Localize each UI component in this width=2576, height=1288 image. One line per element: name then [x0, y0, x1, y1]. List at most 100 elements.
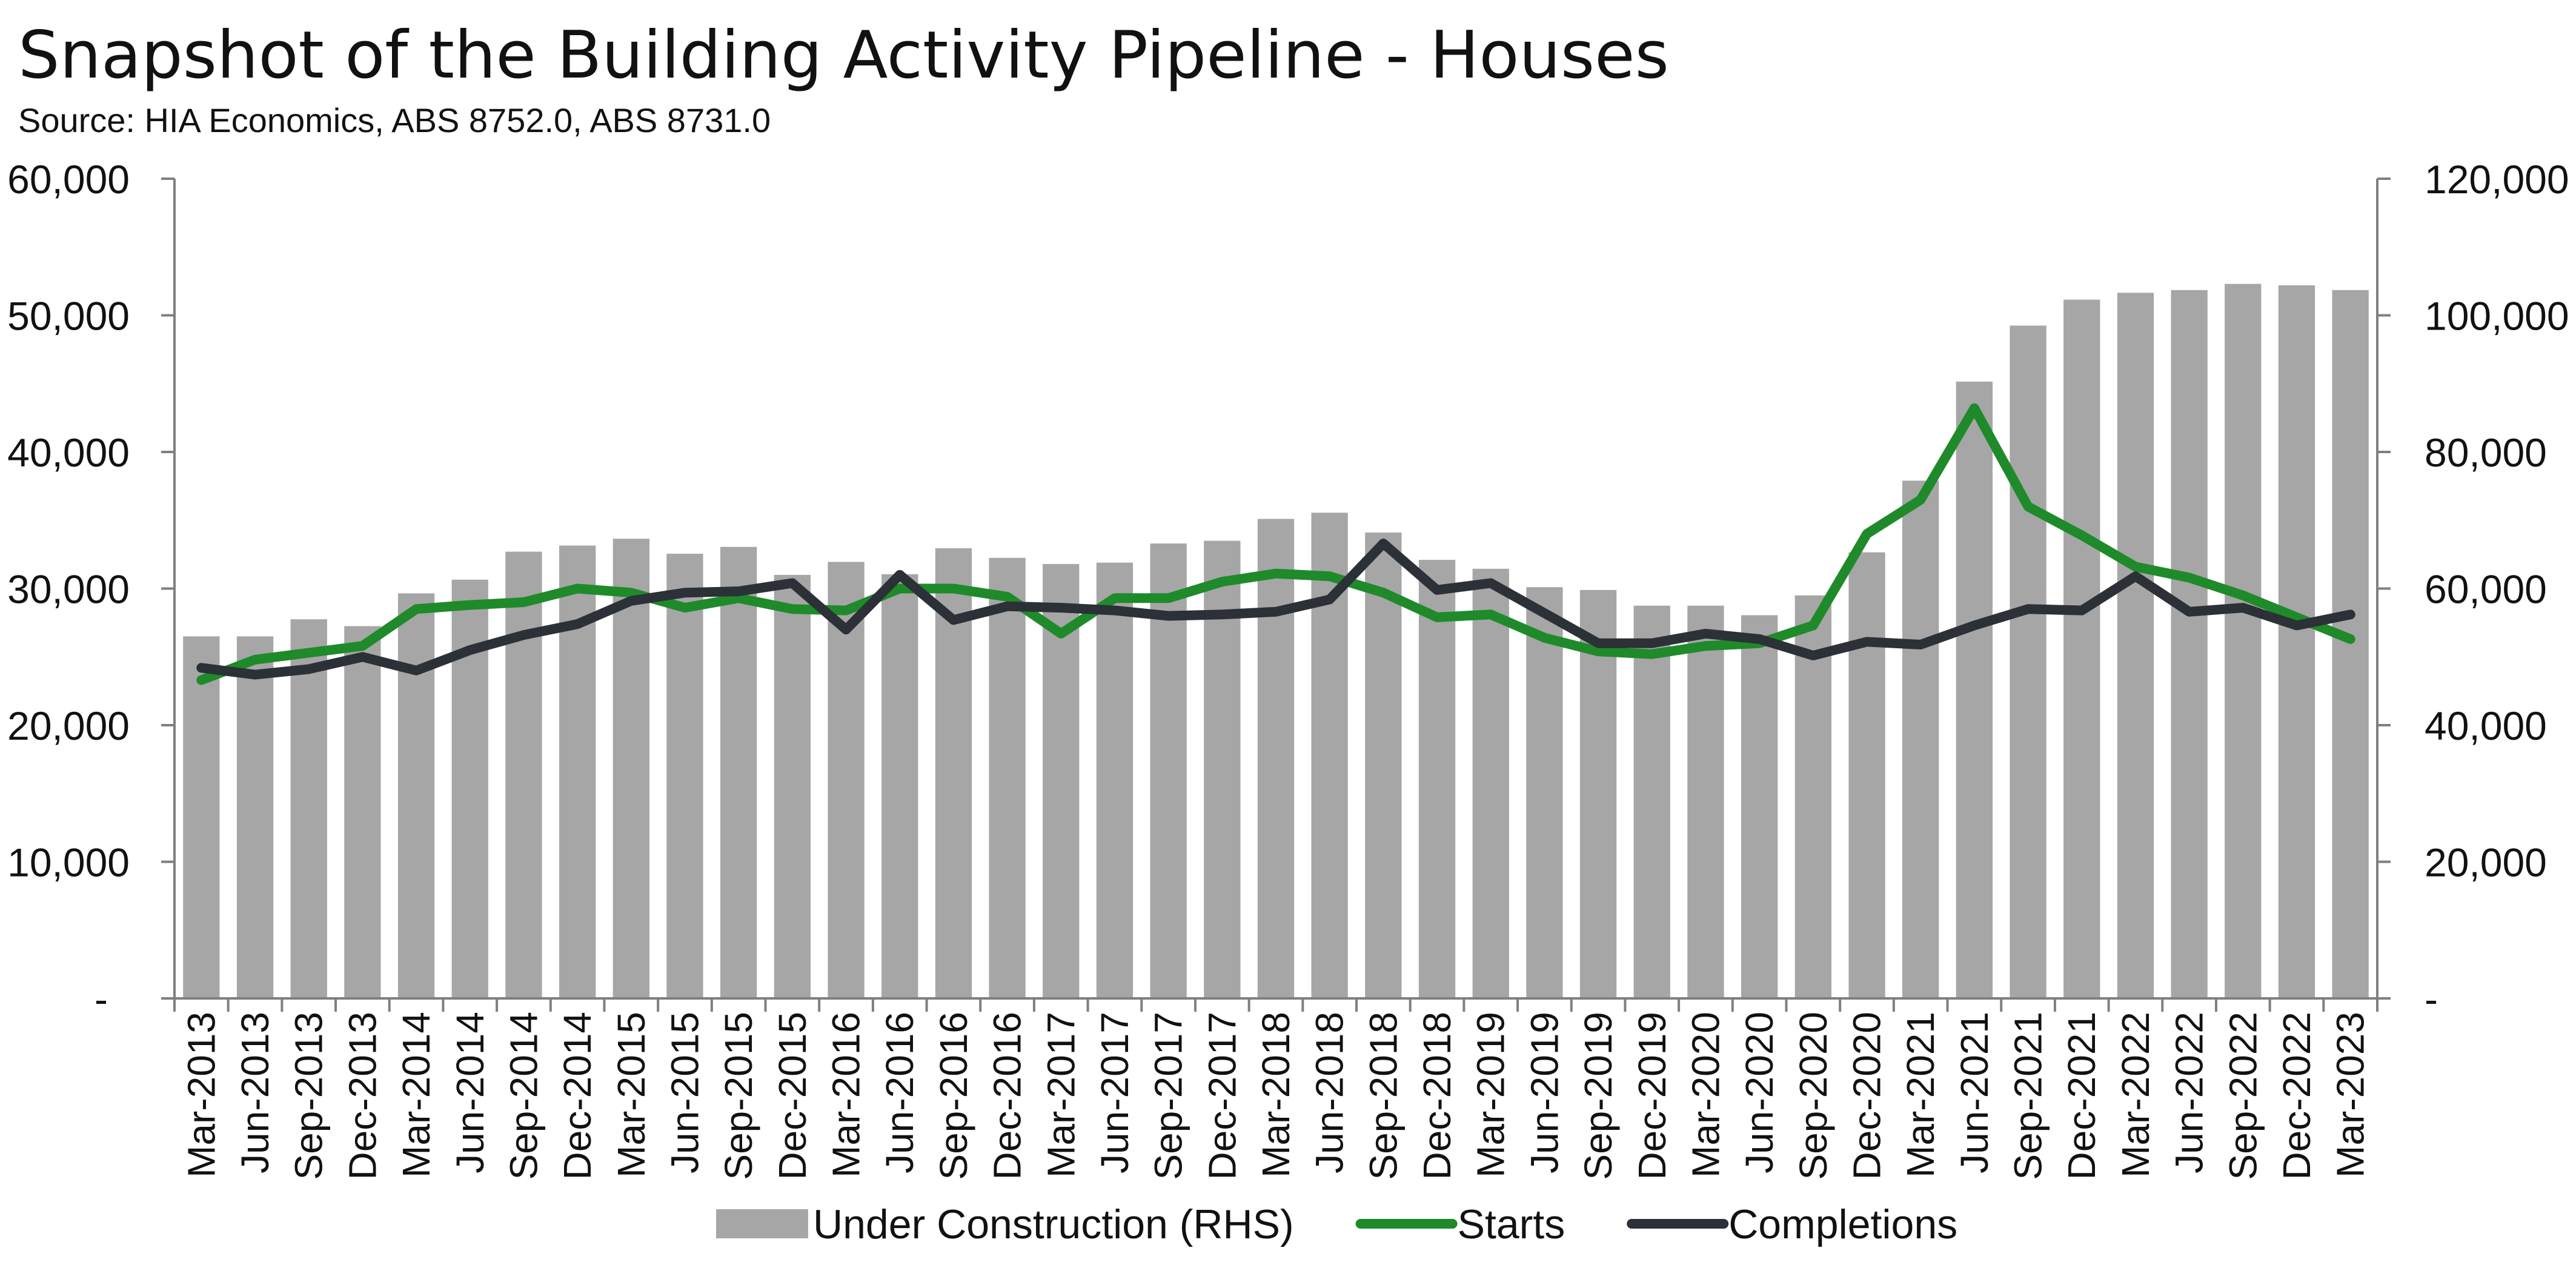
x-tick-label: Jun-2019	[1522, 1012, 1566, 1173]
point-completions-Mar-2015	[630, 600, 632, 602]
point-completions-Sep-2019	[1597, 642, 1599, 645]
point-starts-Mar-2016	[845, 609, 848, 612]
y-left-tick-label: 60,000	[7, 157, 130, 202]
x-tick-label: Sep-2021	[2007, 1012, 2050, 1180]
point-starts-Sep-2020	[1812, 624, 1814, 626]
bar-Dec-2015	[774, 574, 811, 998]
point-completions-Sep-2013	[308, 668, 310, 671]
point-completions-Jun-2022	[2188, 611, 2191, 613]
x-tick-label: Jun-2020	[1738, 1012, 1781, 1173]
bar-Mar-2014	[397, 593, 435, 998]
x-tick-label: Dec-2022	[2275, 1012, 2319, 1180]
bar-Jun-2019	[1526, 587, 1563, 998]
point-completions-Sep-2016	[952, 619, 955, 621]
point-starts-Mar-2021	[1919, 499, 1922, 501]
bar-Jun-2016	[881, 574, 918, 998]
bar-Sep-2013	[290, 619, 327, 998]
series-line-starts	[196, 403, 2355, 685]
point-starts-Dec-2015	[791, 608, 794, 610]
x-tick-label: Sep-2015	[717, 1012, 760, 1180]
y-left-tick-label: 40,000	[7, 430, 130, 475]
point-starts-Mar-2018	[1275, 573, 1277, 575]
legend: Under Construction (RHS) Starts Completion…	[716, 1201, 1957, 1247]
x-tick-label: Jun-2021	[1953, 1012, 1996, 1173]
point-starts-Dec-2014	[576, 588, 579, 590]
point-starts-Dec-2017	[1221, 580, 1223, 583]
bar-Mar-2022	[2117, 293, 2154, 998]
point-completions-Sep-2017	[1167, 615, 1170, 617]
y-right-tick-label: 20,000	[2425, 840, 2547, 885]
x-tick-label: Dec-2020	[1845, 1012, 1889, 1180]
point-completions-Mar-2022	[2134, 575, 2137, 577]
legend-item: Under Construction (RHS)	[716, 1201, 1294, 1247]
bar-Mar-2013	[183, 636, 220, 998]
point-completions-Mar-2019	[1490, 582, 1492, 585]
point-completions-Dec-2018	[1436, 589, 1438, 591]
y-right-tick-label: -	[2425, 977, 2438, 1021]
y-left-tick-label: 20,000	[7, 703, 130, 748]
point-starts-Mar-2019	[1490, 613, 1492, 616]
x-tick-label: Mar-2017	[1039, 1012, 1083, 1178]
point-completions-Jun-2020	[1758, 638, 1761, 640]
bar-Dec-2013	[344, 626, 381, 998]
point-completions-Mar-2023	[2349, 613, 2352, 616]
point-completions-Jun-2014	[469, 649, 471, 651]
point-completions-Mar-2014	[415, 669, 417, 672]
point-completions-Mar-2013	[200, 666, 202, 669]
point-starts-Mar-2015	[630, 591, 632, 594]
point-starts-Sep-2022	[2242, 594, 2244, 597]
bar-Jun-2021	[1956, 381, 1993, 998]
point-starts-Mar-2017	[1060, 632, 1062, 635]
x-tick-label: Sep-2013	[287, 1012, 331, 1180]
point-completions-Sep-2014	[522, 634, 525, 636]
x-tick-label: Dec-2018	[1415, 1012, 1459, 1180]
x-tick-label: Dec-2017	[1200, 1012, 1244, 1180]
x-tick-label: Jun-2015	[663, 1012, 707, 1173]
point-starts-Mar-2014	[415, 608, 417, 610]
point-completions-Dec-2016	[1006, 605, 1009, 608]
point-starts-Dec-2013	[361, 645, 363, 647]
x-tick-label: Jun-2014	[448, 1012, 492, 1173]
chart-subtitle: Source: HIA Economics, ABS 8752.0, ABS 8…	[18, 101, 771, 139]
point-starts-Jun-2016	[898, 588, 901, 590]
point-completions-Mar-2017	[1060, 606, 1062, 609]
y-right-tick-label: 40,000	[2425, 703, 2547, 748]
point-starts-Jun-2015	[684, 606, 686, 609]
bar-Sep-2014	[505, 551, 542, 998]
point-completions-Dec-2019	[1651, 642, 1653, 645]
x-tick-label: Dec-2015	[771, 1012, 814, 1180]
point-starts-Dec-2019	[1651, 653, 1653, 656]
point-completions-Sep-2018	[1382, 542, 1384, 545]
point-completions-Sep-2015	[737, 590, 740, 593]
x-tick-label: Mar-2021	[1899, 1012, 1942, 1178]
lines-layer	[196, 403, 2355, 685]
bar-Mar-2018	[1257, 519, 1295, 998]
legend-swatch-bar	[716, 1209, 808, 1238]
legend-label: Completions	[1728, 1201, 1957, 1247]
legend-item: Starts	[1355, 1201, 1565, 1247]
point-starts-Sep-2016	[952, 588, 955, 590]
bar-Jun-2015	[666, 554, 703, 998]
y-right-tick-label: 120,000	[2425, 157, 2569, 202]
point-completions-Jun-2016	[898, 574, 901, 576]
point-starts-Dec-2022	[2295, 616, 2298, 619]
x-tick-label: Sep-2019	[1576, 1012, 1620, 1180]
point-starts-Sep-2014	[522, 601, 525, 603]
point-starts-Jun-2019	[1543, 637, 1545, 639]
point-completions-Jun-2015	[684, 591, 686, 594]
bar-Mar-2021	[1902, 480, 1939, 998]
bar-Jun-2020	[1741, 615, 1778, 998]
series-line-completions	[196, 539, 2355, 680]
bar-Sep-2020	[1794, 595, 1831, 998]
bar-Sep-2018	[1365, 533, 1402, 998]
bar-Sep-2021	[2010, 325, 2047, 998]
y-right-tick-label: 60,000	[2425, 567, 2547, 612]
point-starts-Sep-2019	[1597, 650, 1599, 652]
bar-Dec-2020	[1848, 552, 1885, 998]
point-completions-Mar-2021	[1919, 643, 1922, 646]
x-tick-label: Mar-2018	[1254, 1012, 1298, 1178]
x-tick-label: Mar-2019	[1469, 1012, 1513, 1178]
point-completions-Jun-2019	[1543, 612, 1545, 614]
point-completions-Sep-2020	[1812, 654, 1814, 657]
point-starts-Dec-2018	[1436, 616, 1438, 619]
